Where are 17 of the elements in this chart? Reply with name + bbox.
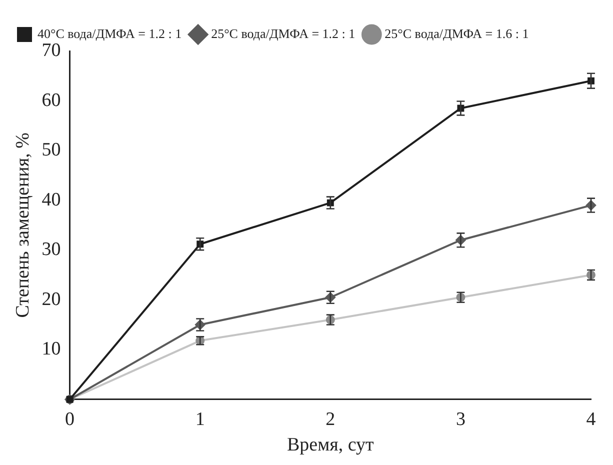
y-tick-label: 20 — [42, 288, 61, 310]
x-axis-title: Время, сут — [286, 434, 375, 456]
legend-label: 25°C вода/ДМФА = 1.2 : 1 — [211, 26, 356, 41]
y-tick-label: 70 — [42, 40, 61, 61]
y-tick-label: 40 — [42, 189, 61, 210]
y-tick-label: 50 — [42, 140, 61, 161]
y-tick-label: 10 — [42, 338, 61, 360]
x-tick-label: 3 — [456, 408, 466, 430]
x-tick-label: 1 — [195, 408, 205, 430]
x-tick-label: 2 — [326, 408, 336, 430]
x-tick-label: 0 — [65, 408, 75, 430]
legend-label: 25°C вода/ДМФА = 1.6 : 1 — [384, 26, 529, 41]
legend-label: 40°C вода/ДМФА = 1.2 : 1 — [38, 26, 182, 41]
x-tick-label: 4 — [586, 408, 596, 430]
y-tick-label: 30 — [42, 239, 61, 260]
y-tick-label: 60 — [42, 90, 61, 111]
y-axis-title: Степень замещения, % — [12, 132, 34, 318]
